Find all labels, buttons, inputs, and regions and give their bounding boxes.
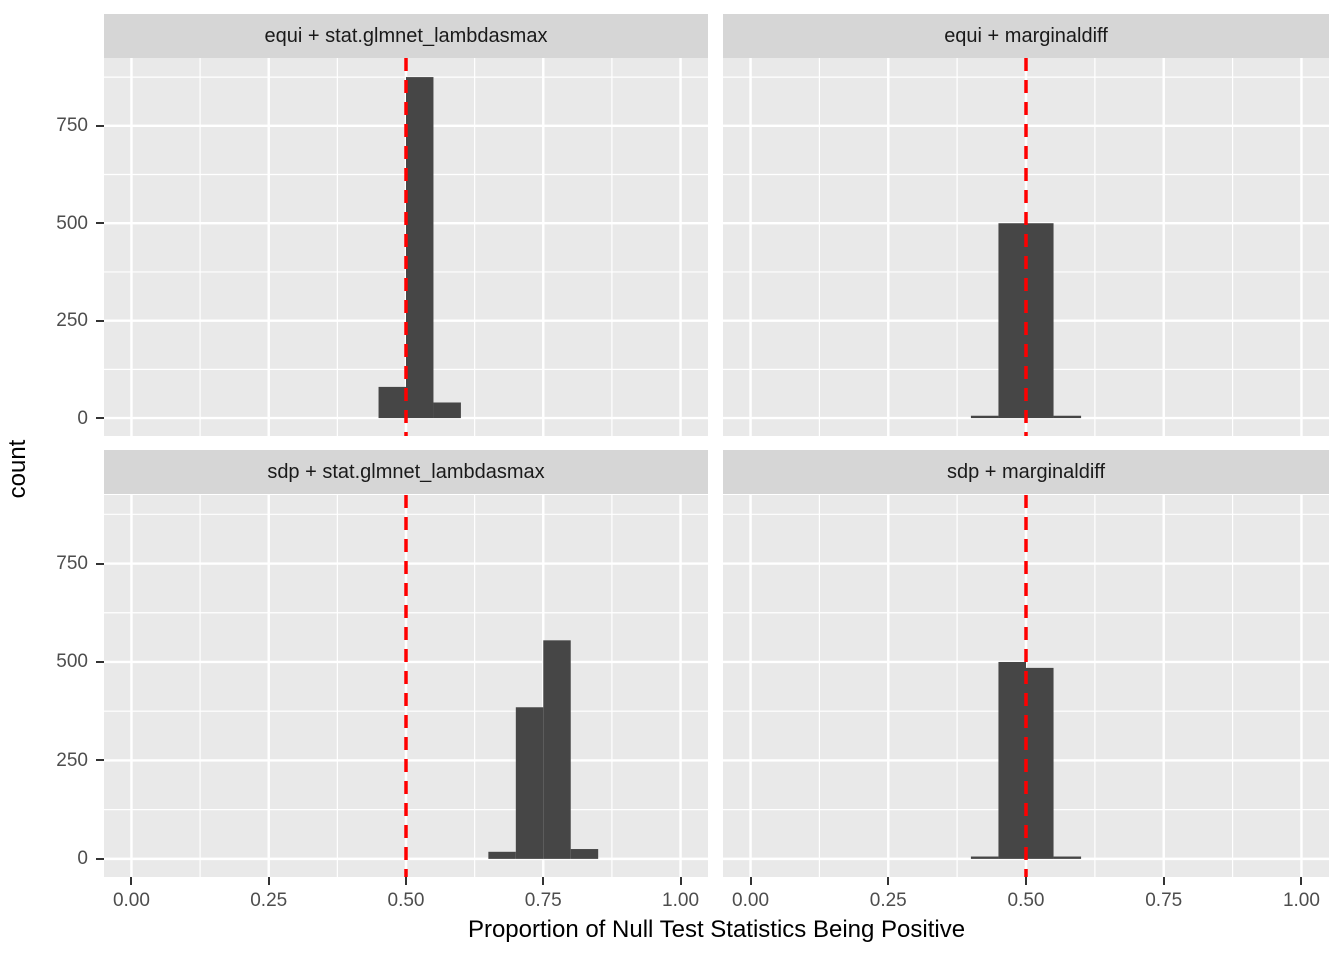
y-tick-mark <box>96 222 104 225</box>
y-tick-mark <box>96 124 104 127</box>
y-tick-label: 0 <box>77 848 88 870</box>
histogram-bar <box>1026 223 1054 419</box>
facet-strip: equi + stat.glmnet_lambdasmax <box>104 14 708 58</box>
panel-plot-area <box>104 495 708 877</box>
y-tick-label: 250 <box>56 310 88 332</box>
facet-strip-label: equi + marginaldiff <box>944 24 1108 47</box>
histogram-bar <box>1053 856 1082 859</box>
histogram-bar <box>1053 415 1082 419</box>
y-axis-title: count <box>4 439 31 499</box>
x-tick-mark <box>749 877 752 885</box>
x-tick-label: 0.75 <box>1145 890 1183 911</box>
x-tick-label: 0.75 <box>524 890 562 911</box>
y-tick-mark <box>96 857 104 860</box>
histogram-bar <box>970 856 999 859</box>
x-tick-label: 1.00 <box>1282 890 1320 911</box>
x-tick-mark <box>405 877 407 885</box>
x-tick-mark <box>542 877 545 885</box>
x-tick-label: 1.00 <box>662 890 700 911</box>
facet-panel <box>723 495 1329 877</box>
x-tick-mark <box>1162 877 1165 885</box>
facet-panel <box>104 495 708 877</box>
y-tick-label: 750 <box>56 115 88 137</box>
y-tick-mark <box>96 319 104 322</box>
panel-plot-area <box>104 58 708 436</box>
y-tick-label: 500 <box>56 651 88 673</box>
facet-panel <box>104 58 708 436</box>
facet-panel <box>723 58 1329 436</box>
x-tick-mark <box>1025 877 1027 885</box>
y-tick-label: 0 <box>77 407 88 429</box>
facet-strip: sdp + stat.glmnet_lambdasmax <box>104 450 708 494</box>
facet-strip-label: sdp + stat.glmnet_lambdasmax <box>267 460 545 483</box>
y-tick-mark <box>96 660 104 663</box>
facet-strip: equi + marginaldiff <box>723 14 1329 58</box>
histogram-bar <box>998 661 1026 859</box>
x-tick-mark <box>267 877 270 885</box>
histogram-bar <box>406 77 434 419</box>
histogram-bar <box>570 849 599 859</box>
x-tick-mark <box>679 877 682 885</box>
panel-plot-area <box>723 58 1329 436</box>
x-tick-label: 0.50 <box>387 890 425 911</box>
histogram-bar <box>378 386 406 419</box>
x-axis-title: Proportion of Null Test Statistics Being… <box>467 916 966 943</box>
y-tick-mark <box>96 417 104 420</box>
histogram-bar <box>998 223 1026 419</box>
facet-strip: sdp + marginaldiff <box>723 450 1329 494</box>
x-tick-label: 0.25 <box>869 890 907 911</box>
histogram-bar <box>488 851 516 859</box>
histogram-bar <box>970 415 999 419</box>
histogram-bar <box>1026 667 1054 859</box>
x-tick-mark <box>1300 877 1303 885</box>
panel-plot-area <box>723 495 1329 877</box>
x-tick-label: 0.50 <box>1007 890 1045 911</box>
x-tick-label: 0.00 <box>732 890 770 911</box>
y-tick-mark <box>96 562 104 565</box>
y-tick-label: 750 <box>56 553 88 575</box>
y-tick-label: 500 <box>56 212 88 234</box>
y-tick-label: 250 <box>56 749 88 771</box>
facet-strip-label: sdp + marginaldiff <box>946 460 1106 483</box>
histogram-bar <box>543 640 571 859</box>
x-tick-mark <box>130 877 133 885</box>
facet-strip-label: equi + stat.glmnet_lambdasmax <box>264 24 548 47</box>
x-tick-label: 0.00 <box>112 890 150 911</box>
x-tick-label: 0.25 <box>250 890 288 911</box>
y-tick-mark <box>96 759 104 762</box>
histogram-bar <box>433 402 461 419</box>
histogram-bar <box>515 707 544 859</box>
x-tick-mark <box>887 877 890 885</box>
